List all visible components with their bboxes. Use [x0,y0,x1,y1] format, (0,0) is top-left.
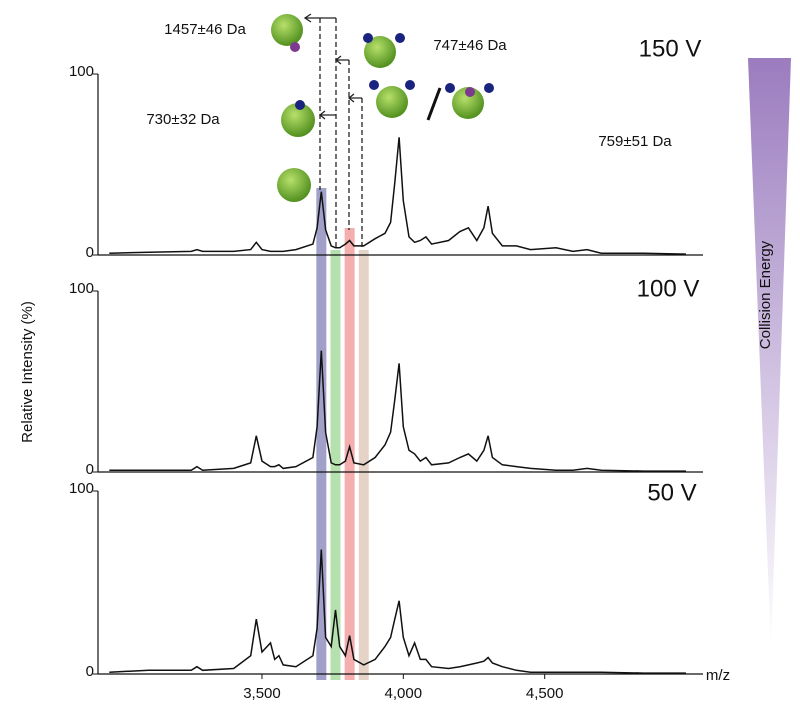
panel-title: 100 V [637,275,700,302]
spectrum-line [109,350,686,472]
icon-particle [281,103,315,137]
icon-ligand [445,83,455,93]
icons [271,14,494,202]
icon-ligand [405,80,415,90]
icon-particle [452,87,484,119]
arrow [318,110,336,120]
y-tick-label: 100 [69,480,94,497]
spectrum-line [109,137,687,255]
annotation: 747±46 Da [433,37,507,54]
icon-ligand [395,33,405,43]
x-axis-label: m/z [706,667,730,684]
icon-ligand [363,33,373,43]
panel-title: 50 V [647,479,696,506]
icon-ligand [369,80,379,90]
slash [426,87,442,121]
annotation: 759±51 Da [598,133,672,150]
arrow [334,55,349,65]
y-tick-label: 0 [86,244,94,261]
icon-particle [376,86,408,118]
y-axis-label: Relative Intensity (%) [19,301,36,443]
icon-ligand [484,83,494,93]
y-tick-label: 100 [69,63,94,80]
y-tick-label: 0 [86,663,94,680]
icon-ligand [465,87,475,97]
side-label: Collision Energy [757,240,774,349]
y-tick-label: 100 [69,280,94,297]
arrow [347,93,362,103]
icon-particle [277,168,311,202]
x-tick-label: 4,000 [385,685,423,702]
highlight-band [316,188,327,680]
x-tick-label: 4,500 [526,685,564,702]
icon-ligand [290,42,300,52]
icon-particle [364,36,396,68]
x-tick-label: 3,500 [243,685,281,702]
icon-particle [271,14,303,46]
panel-title: 150 V [639,35,702,62]
highlight-band [344,228,355,680]
annotation: 730±32 Da [146,111,220,128]
energy-wedge [748,58,791,650]
spectrum-line [109,549,686,674]
y-tick-label: 0 [86,461,94,478]
annotation: 1457±46 Da [164,21,246,38]
arrow [303,13,336,23]
icon-ligand [295,100,305,110]
guides [303,13,363,250]
